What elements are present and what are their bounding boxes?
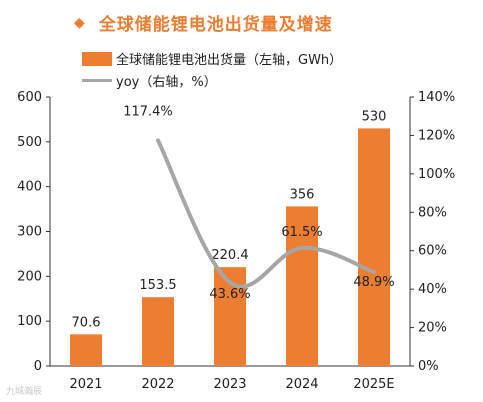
diamond-bullet-icon: ◆ (74, 14, 85, 31)
left-tick-label: 0 (34, 359, 42, 374)
right-tick-label: 120% (418, 128, 455, 143)
bar-value-label: 220.4 (211, 248, 248, 263)
bar-swatch-icon (82, 51, 112, 66)
left-tick-label: 500 (17, 135, 42, 150)
line-swatch-icon (82, 79, 112, 82)
chart-title: 全球储能锂电池出货量及增速 (98, 15, 333, 35)
bar-value-label: 70.6 (72, 315, 101, 330)
bar-2021 (70, 334, 102, 366)
left-tick-label: 600 (17, 90, 42, 105)
x-tick-label: 2021 (69, 377, 102, 392)
yoy-series-line (156, 138, 376, 289)
right-tick-label: 60% (418, 244, 447, 259)
bar-2024 (286, 206, 318, 366)
x-tick-label: 2022 (141, 377, 174, 392)
right-tick-label: 20% (418, 321, 447, 336)
left-tick-label: 400 (17, 180, 42, 195)
right-tick-label: 40% (418, 282, 447, 297)
right-tick-label: 100% (418, 167, 455, 182)
yoy-value-label: 117.4% (123, 104, 173, 119)
yoy-value-label: 43.6% (209, 287, 250, 302)
right-tick-label: 0% (418, 359, 439, 374)
left-tick-label: 300 (17, 225, 42, 240)
right-tick-label: 140% (418, 90, 455, 105)
yoy-value-label: 48.9% (353, 275, 394, 290)
legend-item-line: yoy（右轴，%） (82, 71, 217, 90)
chart-header: ◆ 全球储能锂电池出货量及增速 (74, 10, 333, 35)
x-tick-label: 2024 (285, 377, 318, 392)
legend-bar-label: 全球储能锂电池出货量（左轴，GWh） (116, 53, 343, 68)
x-tick-label: 2023 (213, 377, 246, 392)
left-tick-label: 200 (17, 269, 42, 284)
legend-line-label: yoy（右轴，%） (116, 75, 217, 90)
bar-value-label: 530 (362, 109, 387, 124)
x-tick-label: 2025E (353, 377, 394, 392)
watermark-text: 九城瀚辰 (6, 387, 43, 397)
left-tick-label: 100 (17, 314, 42, 329)
bar-2022 (142, 297, 174, 366)
right-tick-label: 80% (418, 205, 447, 220)
bar-2025E (358, 128, 390, 366)
bar-value-label: 356 (290, 187, 315, 202)
legend-item-bar: 全球储能锂电池出货量（左轴，GWh） (82, 49, 342, 68)
yoy-value-label: 61.5% (281, 225, 322, 240)
bar-value-label: 153.5 (139, 278, 176, 293)
